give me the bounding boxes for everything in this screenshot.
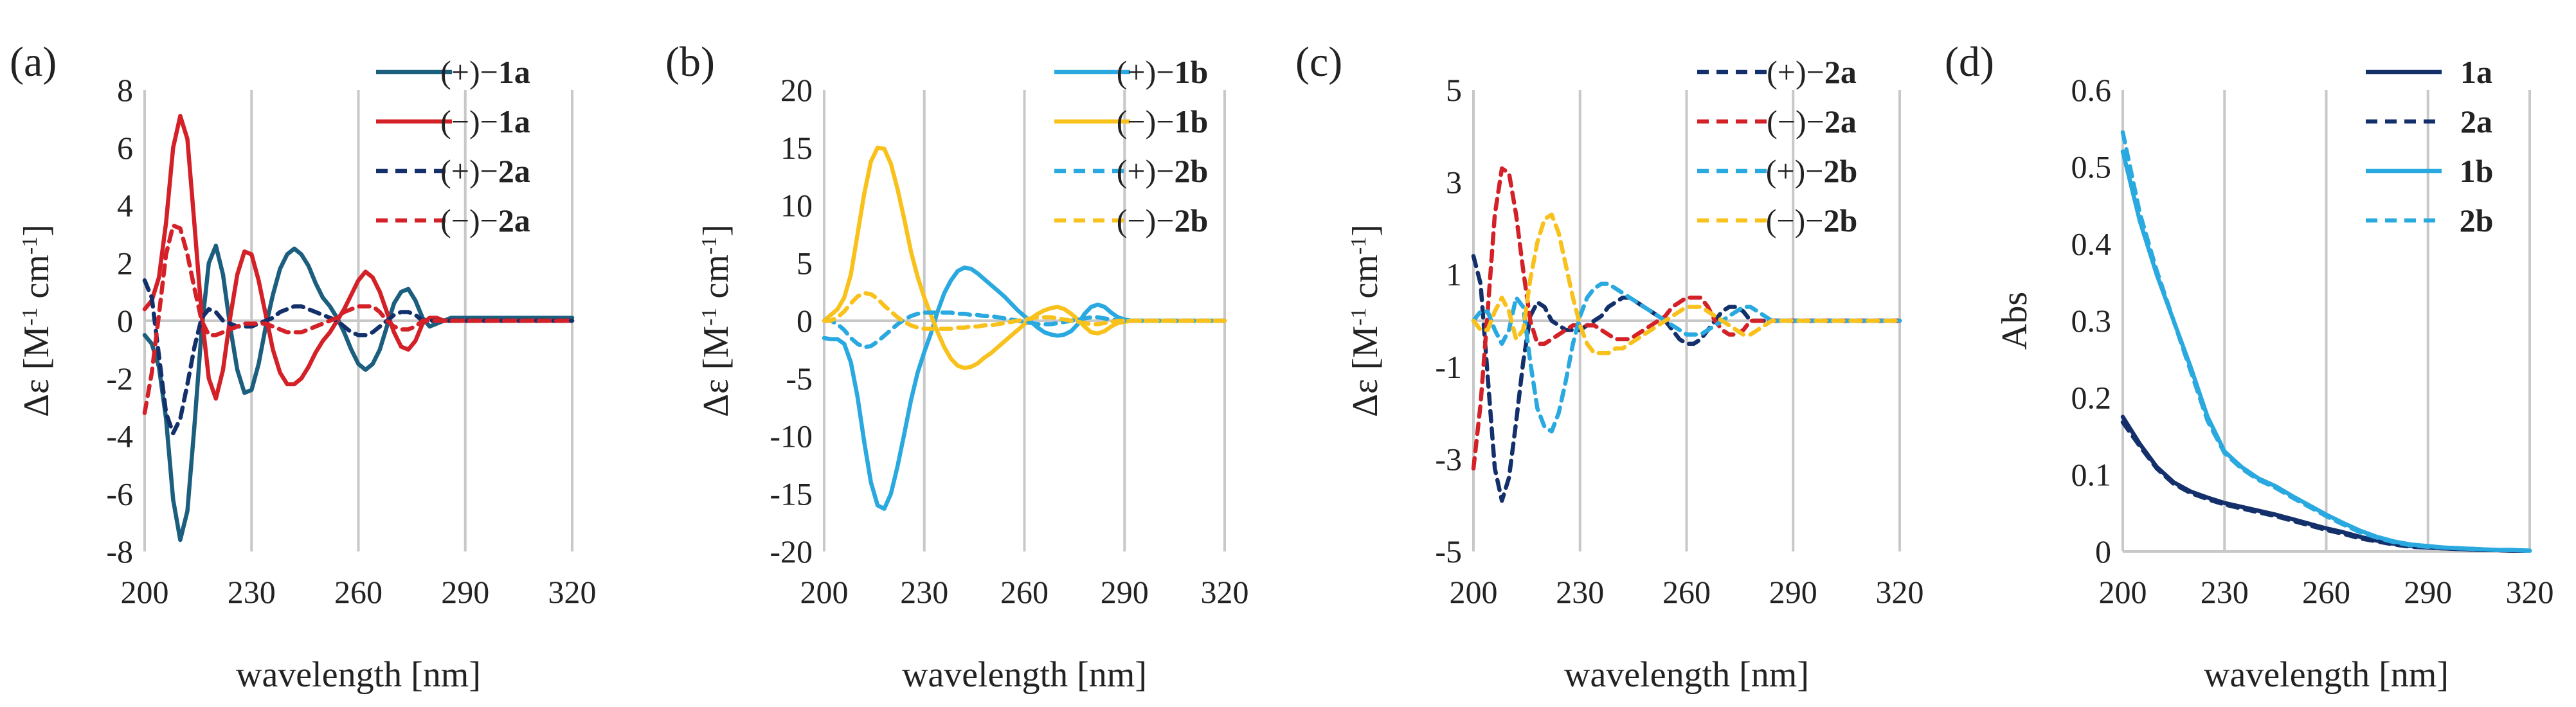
legend-entry: (+)−2b bbox=[1766, 153, 1858, 189]
panel-b: -20 -15 -10 -5 0 5 10 15 20 200 230 260 290 320 wavele… bbox=[665, 39, 1249, 695]
x-tick-label: 200 bbox=[121, 574, 169, 610]
y-tick-label: 0 bbox=[797, 303, 813, 339]
series-line-2b bbox=[2120, 130, 2532, 553]
legend: (+)−1b (−)−1b (+)−2b (−)−2b bbox=[1054, 54, 1208, 238]
legend-entry: (+)−2a bbox=[440, 153, 530, 189]
x-axis-title: wavelength [nm] bbox=[1564, 655, 1809, 695]
panel-letter: (a) bbox=[10, 39, 57, 85]
legend-entry: (+)−2b bbox=[1117, 153, 1209, 189]
y-tick-label: 8 bbox=[117, 72, 133, 108]
legend-entry: (−)−2b bbox=[1117, 202, 1209, 238]
y-tick-label: -5 bbox=[1435, 533, 1462, 569]
y-tick-label: 0 bbox=[2095, 533, 2111, 569]
x-tick-label: 200 bbox=[2099, 574, 2147, 610]
x-tick-label: 320 bbox=[1201, 574, 1249, 610]
series-line-(+)−2a bbox=[142, 278, 575, 436]
series-line-(+)−2b bbox=[1471, 282, 1902, 434]
legend: 1a 2a 1b 2b bbox=[2366, 54, 2493, 238]
legend-entry: (+)−2a bbox=[1767, 54, 1857, 90]
legend: (+)−2a (−)−2a (+)−2b (−)−2b bbox=[1697, 54, 1857, 238]
x-tick-label: 320 bbox=[1876, 574, 1924, 610]
y-tick-label: 4 bbox=[117, 188, 133, 224]
x-tick-label: 290 bbox=[441, 574, 489, 610]
x-tick-label: 230 bbox=[2201, 574, 2249, 610]
y-tick-label: -3 bbox=[1435, 441, 1462, 477]
panel-c: -5 -3 -1 1 3 5 200 230 260 290 320 wavelength [nm] Δ… bbox=[1295, 39, 1924, 695]
legend-entry: (−)−2b bbox=[1766, 202, 1858, 238]
y-tick-label: 0.2 bbox=[2071, 380, 2112, 416]
x-tick-label: 200 bbox=[1450, 574, 1498, 610]
y-tick-label: -6 bbox=[106, 476, 133, 512]
y-tick-label: -2 bbox=[106, 361, 133, 397]
panel-d: 0 0.1 0.2 0.3 0.4 0.5 0.6 200 230 260 290 320 wavele… bbox=[1945, 39, 2554, 695]
x-tick-label: 230 bbox=[1556, 574, 1604, 610]
y-tick-label: 0.1 bbox=[2071, 456, 2112, 492]
x-tick-label: 260 bbox=[1000, 574, 1049, 610]
x-axis-title: wavelength [nm] bbox=[902, 655, 1147, 695]
y-axis-title: Δε [M-1 cm-1] bbox=[1346, 224, 1385, 417]
series-line-(−)−2b bbox=[822, 291, 1227, 331]
legend-entry: (−)−1b bbox=[1117, 103, 1209, 139]
legend-entry: 1b bbox=[2460, 153, 2494, 189]
y-tick-label: 0.3 bbox=[2071, 303, 2112, 339]
legend-entry: (−)−2a bbox=[440, 202, 530, 238]
panel-a: -8 -6 -4 -2 0 2 4 6 8 200 230 260 290 320 wavelength [… bbox=[10, 39, 597, 695]
series-line-(−)−2a bbox=[142, 223, 575, 415]
x-axis-title: wavelength [nm] bbox=[236, 655, 481, 695]
legend-entry: 2a bbox=[2460, 103, 2492, 139]
legend-entry: 2b bbox=[2460, 202, 2494, 238]
series-line-(+)−1a bbox=[142, 244, 575, 542]
legend-entry: 1a bbox=[2460, 54, 2492, 90]
y-tick-label: 2 bbox=[117, 245, 133, 281]
x-tick-label: 230 bbox=[900, 574, 948, 610]
x-tick-label: 290 bbox=[2404, 574, 2452, 610]
x-axis-title: wavelength [nm] bbox=[2204, 655, 2449, 695]
y-tick-label: 0.5 bbox=[2071, 149, 2112, 185]
x-tick-label: 200 bbox=[800, 574, 849, 610]
y-tick-label: 0.4 bbox=[2071, 226, 2112, 262]
y-axis-title: Δε [M-1 cm-1] bbox=[17, 224, 57, 417]
panel-letter: (c) bbox=[1295, 39, 1342, 85]
x-tick-label: 320 bbox=[2506, 574, 2554, 610]
y-tick-label: 0.6 bbox=[2071, 72, 2112, 108]
y-tick-label: -15 bbox=[770, 476, 813, 512]
legend-entry: (+)−1b bbox=[1117, 54, 1209, 90]
y-tick-label: 15 bbox=[780, 130, 813, 166]
y-axis-title: Abs bbox=[1995, 292, 2035, 350]
y-tick-label: -1 bbox=[1435, 349, 1462, 385]
legend: (+)−1a (−)−1a (+)−2a (−)−2a bbox=[376, 54, 530, 238]
y-tick-label: 1 bbox=[1446, 256, 1462, 292]
y-tick-label: -8 bbox=[106, 533, 133, 569]
x-tick-label: 230 bbox=[228, 574, 276, 610]
panel-letter: (b) bbox=[665, 39, 715, 85]
y-tick-label: -4 bbox=[106, 418, 133, 454]
legend-entry: (−)−2a bbox=[1767, 103, 1857, 139]
legend-entry: (+)−1a bbox=[440, 54, 530, 90]
legend-entry: (−)−1a bbox=[440, 103, 530, 139]
x-tick-label: 320 bbox=[548, 574, 597, 610]
x-tick-label: 260 bbox=[1662, 574, 1711, 610]
y-tick-label: 5 bbox=[1446, 72, 1462, 108]
y-tick-label: -5 bbox=[786, 361, 813, 397]
x-tick-label: 290 bbox=[1101, 574, 1149, 610]
y-tick-label: 0 bbox=[117, 303, 133, 339]
y-tick-label: 3 bbox=[1446, 165, 1462, 201]
y-tick-label: 5 bbox=[797, 245, 813, 281]
y-axis-title: Δε [M-1 cm-1] bbox=[696, 224, 736, 417]
y-tick-label: -10 bbox=[770, 418, 813, 454]
y-tick-label: 20 bbox=[780, 72, 813, 108]
x-tick-label: 260 bbox=[334, 574, 383, 610]
x-tick-label: 260 bbox=[2302, 574, 2350, 610]
panel-letter: (d) bbox=[1945, 39, 1994, 85]
y-tick-label: -20 bbox=[770, 533, 813, 569]
x-tick-label: 290 bbox=[1769, 574, 1817, 610]
y-tick-label: 6 bbox=[117, 130, 133, 166]
y-tick-label: 10 bbox=[780, 188, 813, 224]
